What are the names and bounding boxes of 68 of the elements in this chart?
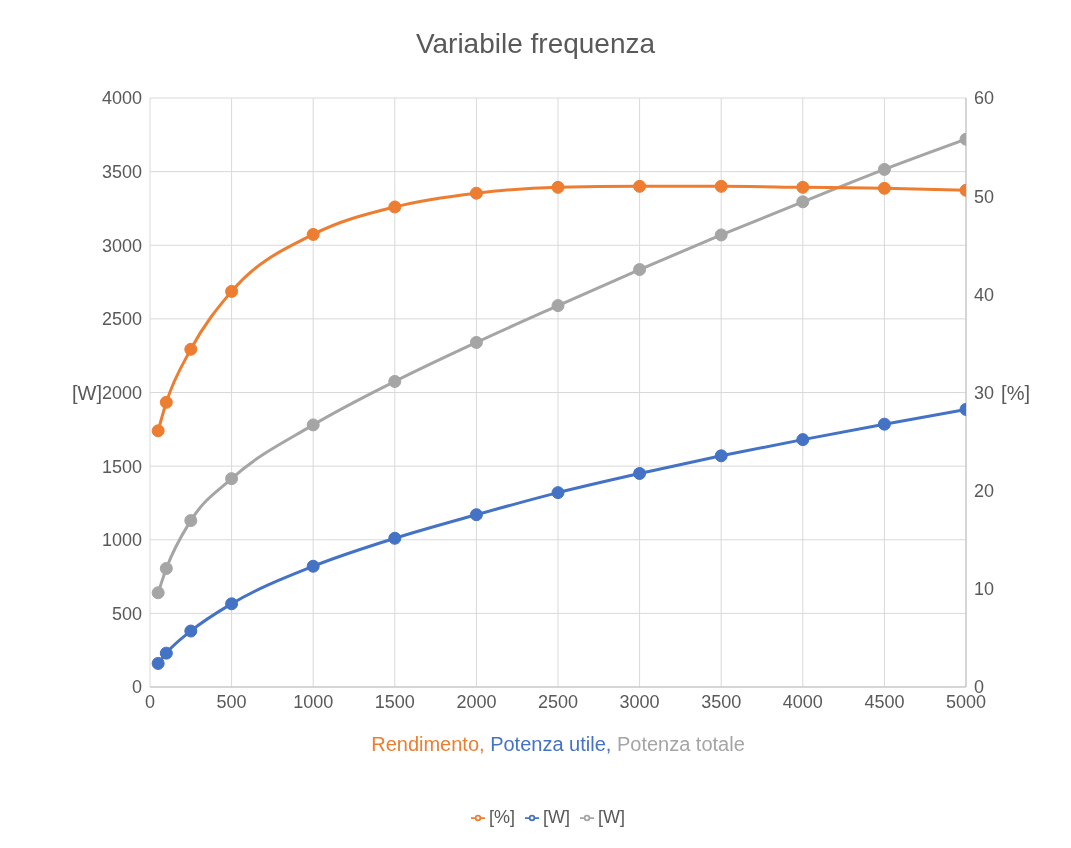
x-tick-label: 4000: [782, 691, 823, 712]
y-tick-label: 2000: [101, 382, 142, 403]
point: [796, 180, 810, 194]
point: [306, 227, 320, 241]
x-tick-label: 1000: [293, 691, 334, 712]
y2-tick-label: 60: [974, 88, 995, 109]
point: [159, 646, 173, 660]
point: [796, 433, 810, 447]
legend-label: [W]: [543, 807, 570, 827]
legend-label: [W]: [598, 807, 625, 827]
point: [877, 181, 891, 195]
y-tick-label: 0: [131, 677, 142, 698]
y2-tick-label: 20: [974, 481, 995, 502]
point: [551, 180, 565, 194]
y-tick-label: 3000: [101, 235, 142, 256]
y-tick-label: 4000: [101, 88, 142, 109]
x-tick-label: 3500: [701, 691, 742, 712]
x-tick-label: 2000: [456, 691, 497, 712]
point: [184, 514, 198, 528]
x-axis-title: Rendimento, Potenza utile, Potenza totale: [371, 733, 745, 755]
y-axis-title: [W]: [72, 381, 102, 404]
y2-tick-label: 40: [974, 284, 995, 305]
point: [714, 228, 728, 242]
point: [877, 417, 891, 431]
point: [388, 374, 402, 388]
y-tick-label: 1000: [101, 530, 142, 551]
point: [633, 179, 647, 193]
x-tick-label: 500: [216, 691, 247, 712]
x-tick-label: 1500: [374, 691, 415, 712]
point: [469, 186, 483, 200]
point: [551, 299, 565, 313]
y-tick-label: 3500: [101, 162, 142, 183]
y-tick-label: 1500: [101, 456, 142, 477]
point: [633, 466, 647, 480]
point: [159, 395, 173, 409]
point: [306, 418, 320, 432]
point: [469, 335, 483, 349]
x-tick-label: 3000: [619, 691, 660, 712]
x-tick-label: 4500: [864, 691, 905, 712]
y-tick-label: 2500: [101, 309, 142, 330]
x-tick-label: 2500: [537, 691, 579, 712]
point: [225, 472, 239, 486]
point: [714, 449, 728, 463]
point: [151, 656, 165, 670]
point: [159, 561, 173, 575]
chart-title: Variabile frequenza: [414, 28, 657, 60]
point: [306, 559, 320, 573]
point: [184, 624, 198, 638]
legend-label: [%]: [488, 807, 515, 827]
y2-axis-title: [%]: [1001, 381, 1030, 404]
point: [184, 342, 198, 356]
x-tick-label: 0: [144, 691, 156, 712]
point: [151, 586, 165, 600]
point: [714, 179, 728, 193]
y2-tick-label: 30: [974, 382, 995, 403]
point: [388, 531, 402, 545]
point: [225, 284, 239, 298]
point: [551, 486, 565, 500]
point: [796, 195, 810, 209]
y2-tick-label: 50: [974, 186, 995, 207]
point: [633, 263, 647, 277]
y-tick-label: 500: [111, 603, 142, 624]
point: [225, 597, 239, 611]
point: [469, 508, 483, 522]
point: [877, 162, 891, 176]
y2-tick-label: 10: [974, 579, 995, 600]
point: [388, 200, 402, 214]
point: [151, 424, 165, 438]
